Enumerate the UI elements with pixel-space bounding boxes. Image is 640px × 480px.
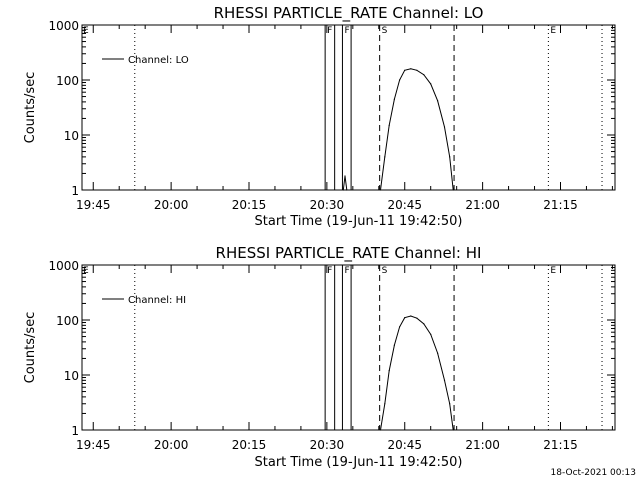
series-point	[452, 429, 454, 431]
event-line-label: F	[344, 26, 349, 36]
y-tick-label: 100	[56, 314, 79, 328]
corner-mark: E	[83, 266, 89, 276]
series-point	[404, 69, 406, 71]
series-point	[379, 189, 382, 191]
series-point	[393, 344, 395, 346]
x-tick-label: 20:15	[232, 198, 267, 212]
series-point	[388, 124, 390, 126]
x-tick-label: 21:15	[543, 198, 578, 212]
x-tick-label: 19:45	[76, 438, 111, 452]
x-tick-label: 20:00	[154, 438, 189, 452]
chart-title: RHESSI PARTICLE_RATE Channel: LO	[214, 4, 484, 23]
series-point	[399, 326, 401, 328]
series-line	[380, 315, 454, 431]
x-tick-label: 20:15	[232, 438, 267, 452]
x-tick-label: 21:15	[543, 438, 578, 452]
x-tick-label: 20:45	[387, 198, 422, 212]
series-point	[410, 315, 412, 317]
x-tick-label: 20:00	[154, 198, 189, 212]
series-point	[346, 189, 348, 191]
footer-timestamp: 18-Oct-2021 00:13	[551, 468, 636, 478]
y-axis-label: Counts/sec	[23, 72, 38, 144]
chart-panel-1: RHESSI PARTICLE_RATE Channel: HI 19:45 20:…	[23, 244, 616, 470]
series-point	[384, 403, 386, 405]
y-tick-label: 1	[71, 184, 79, 198]
series-point	[410, 68, 412, 70]
series-point	[388, 370, 390, 372]
event-line-label: F	[327, 26, 332, 36]
event-line-label: S	[382, 26, 388, 36]
series-point	[423, 74, 425, 76]
series-point	[452, 189, 454, 191]
series-point	[437, 352, 439, 354]
event-line-label: F	[327, 266, 332, 276]
y-tick-label: 10	[64, 129, 79, 143]
series-point	[437, 100, 439, 102]
y-tick-label: 1000	[48, 259, 79, 273]
series-point	[416, 317, 418, 319]
x-axis-label: Start Time (19-Jun-11 19:42:50)	[255, 455, 463, 470]
series-point	[399, 79, 401, 81]
series-point	[443, 379, 446, 381]
x-tick-label: 19:45	[76, 198, 111, 212]
series-point	[430, 333, 432, 335]
series-point	[449, 403, 451, 405]
x-tick-label: 21:00	[465, 198, 500, 212]
legend-entry: Channel: HI	[128, 295, 186, 306]
series-point	[416, 69, 418, 71]
x-tick-label: 21:00	[465, 438, 500, 452]
plot-frame	[81, 24, 616, 191]
corner-mark: E	[83, 26, 89, 36]
x-tick-label: 20:45	[387, 438, 422, 452]
chart-panel-0: RHESSI PARTICLE_RATE Channel: LO 19:45 20:…	[23, 4, 616, 229]
series-point	[393, 98, 395, 100]
series-point	[404, 317, 406, 319]
series-point	[449, 156, 451, 158]
chart-title: RHESSI PARTICLE_RATE Channel: HI	[216, 244, 482, 263]
series-point	[384, 156, 386, 158]
y-tick-label: 1000	[48, 19, 79, 33]
series-point	[443, 126, 446, 128]
series-point	[344, 175, 346, 177]
legend-entry: Channel: LO	[128, 55, 189, 66]
y-tick-label: 1	[71, 424, 79, 438]
series-line	[342, 68, 454, 191]
event-line-label: E	[550, 266, 556, 276]
event-line-label: S	[382, 266, 388, 276]
series-point	[342, 189, 344, 191]
series-point	[430, 83, 432, 85]
x-tick-label: 20:30	[310, 198, 345, 212]
y-axis-label: Counts/sec	[23, 312, 38, 384]
y-tick-label: 100	[56, 74, 79, 88]
x-tick-label: 20:30	[310, 438, 345, 452]
x-axis-label: Start Time (19-Jun-11 19:42:50)	[255, 214, 463, 229]
series-point	[379, 429, 382, 431]
event-line-label: E	[550, 26, 556, 36]
series-point	[423, 323, 425, 325]
plot-frame	[81, 264, 616, 431]
y-tick-label: 10	[64, 369, 79, 383]
event-line-label: F	[344, 266, 349, 276]
